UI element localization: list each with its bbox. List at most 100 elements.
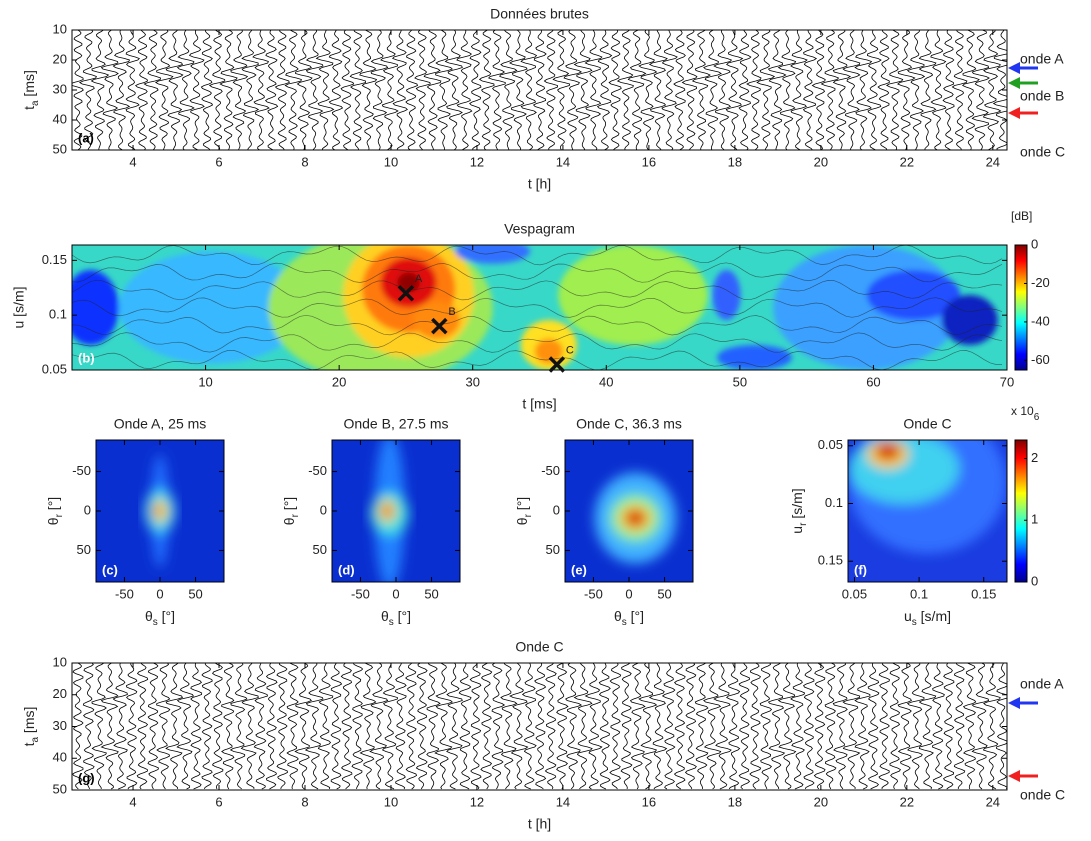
heatmap-field <box>370 440 409 582</box>
x-tick-label: 8 <box>301 154 308 169</box>
trace <box>918 30 937 150</box>
contour-line <box>72 314 1003 336</box>
heatmap-patch <box>717 345 792 370</box>
trace <box>125 663 138 790</box>
trace <box>72 30 84 150</box>
peak-label: A <box>415 273 423 285</box>
x-axis-label-part: θ <box>614 608 622 624</box>
y-axis-label: θr [°] <box>45 497 65 525</box>
trace <box>532 30 547 150</box>
y-axis-label-part: [s/m] <box>789 488 805 522</box>
x-axis-label: t [h] <box>528 816 551 832</box>
y-axis-label-part: a <box>30 737 41 743</box>
trace <box>434 663 453 790</box>
trace <box>694 663 709 789</box>
plot-area <box>72 245 1007 370</box>
trace <box>405 30 419 150</box>
x-tick-label: 0 <box>392 586 399 601</box>
annotation: onde C <box>1020 144 1065 160</box>
trace <box>394 663 407 790</box>
x-tick-label: 24 <box>986 154 1000 169</box>
trace <box>78 30 97 150</box>
arrow-head <box>1008 697 1020 709</box>
y-tick-label: 0.15 <box>42 252 67 267</box>
y-tick-label: 30 <box>53 718 67 733</box>
trace <box>565 663 583 790</box>
y-axis-label-part: [°] <box>514 497 530 514</box>
trace <box>867 663 880 790</box>
trace <box>790 30 808 150</box>
panel-label: (g) <box>78 770 95 785</box>
x-axis-label: θs [°] <box>381 608 411 628</box>
x-axis-label-part: θ <box>381 608 389 624</box>
trace <box>552 30 571 150</box>
trace <box>100 663 119 790</box>
y-tick-label: 0.05 <box>818 437 843 452</box>
x-tick-label: 4 <box>129 794 136 809</box>
trace <box>340 663 353 790</box>
trace <box>627 30 647 150</box>
x-tick-label: -50 <box>584 586 603 601</box>
trace <box>713 30 733 150</box>
trace <box>211 663 224 790</box>
trace <box>544 663 557 790</box>
y-axis-label-part: [°] <box>281 497 297 514</box>
trace <box>802 30 818 150</box>
heatmap-patch <box>534 338 563 364</box>
x-tick-label: 16 <box>642 154 656 169</box>
heatmap-patch <box>153 505 162 517</box>
x-tick-label: 18 <box>728 154 742 169</box>
colorbar-tick-label: 1 <box>1031 512 1038 527</box>
trace <box>480 663 493 790</box>
x-tick-label: 0.15 <box>971 586 996 601</box>
x-tick-label: 70 <box>1000 374 1014 389</box>
colorbar-tick-label: -20 <box>1031 275 1050 290</box>
trace <box>725 663 741 790</box>
trace <box>638 30 658 150</box>
trace <box>340 30 355 150</box>
y-tick-label: 50 <box>77 542 91 557</box>
trace <box>469 30 482 150</box>
peak-marker <box>431 317 448 335</box>
trace <box>962 663 977 790</box>
heatmap-patch <box>382 505 392 517</box>
trace <box>738 30 752 150</box>
trace <box>253 663 268 790</box>
y-tick-label: 40 <box>53 750 67 765</box>
panel-label: (d) <box>338 562 355 577</box>
trace <box>294 663 312 790</box>
trace <box>703 30 722 150</box>
trace <box>906 663 925 790</box>
x-axis-label-part: [°] <box>158 608 175 624</box>
trace <box>274 30 290 150</box>
colorbar-tick-label: 0 <box>1031 573 1038 588</box>
trace <box>918 663 937 790</box>
y-tick-label: 50 <box>313 542 327 557</box>
x-tick-label: 20 <box>332 374 346 389</box>
x-axis-label: us [s/m] <box>904 608 951 628</box>
panel-title: Onde A, 25 ms <box>114 416 207 432</box>
peak-marker <box>548 356 566 373</box>
axes-frame <box>847 439 1008 583</box>
y-tick-label: -50 <box>72 463 91 478</box>
plot-bg <box>72 30 1007 150</box>
colorbar <box>1014 244 1028 371</box>
trace <box>673 30 686 150</box>
colorbar-tick-label: -40 <box>1031 313 1050 328</box>
trace <box>897 30 916 150</box>
y-tick-label: -50 <box>308 463 327 478</box>
heatmap-field <box>594 472 677 564</box>
trace <box>703 663 722 790</box>
x-tick-label: 10 <box>384 794 398 809</box>
trace <box>435 30 453 150</box>
trace <box>176 663 195 790</box>
colorbar-tick-label: 2 <box>1031 450 1038 465</box>
contour-line <box>72 279 1003 301</box>
trace <box>971 30 990 150</box>
y-tick-label: 30 <box>53 81 67 96</box>
trace <box>906 30 926 150</box>
arrow-head <box>1008 62 1020 74</box>
trace <box>638 663 658 790</box>
trace <box>392 30 408 150</box>
